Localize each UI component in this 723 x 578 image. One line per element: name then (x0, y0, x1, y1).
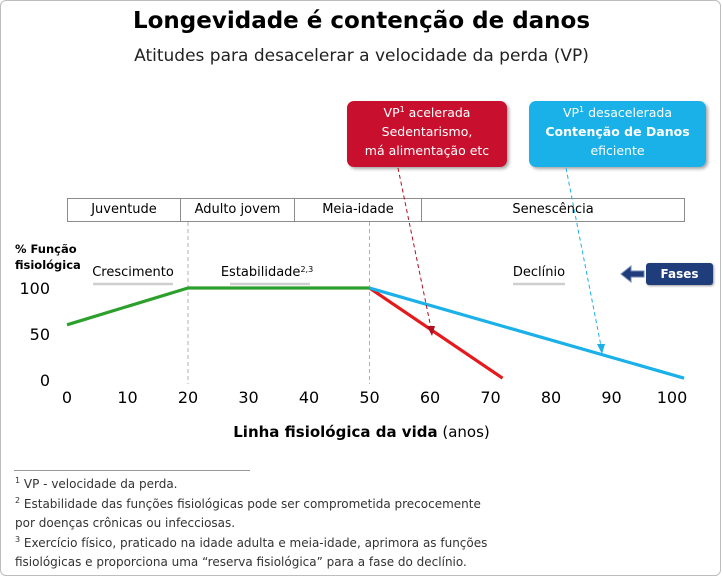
page-title: Longevidade é contenção de danos (132, 8, 591, 34)
page-subtitle: Atitudes para desacelerar a velocidade d… (134, 46, 589, 66)
footnote-divider (14, 470, 250, 471)
footnote-3: 3 Exercício físico, praticado na idade a… (15, 534, 705, 554)
y-axis-label-line1: % Função (15, 242, 77, 256)
callout-red-line3: má alimentação etc (364, 143, 490, 158)
footnote-3-cont: fisiológicas e proporciona uma “reserva … (15, 553, 705, 573)
footnote-3-sup: 3 (15, 534, 21, 544)
footnote-2-sup: 2 (15, 495, 21, 505)
x-axis-label-rest: (anos) (437, 423, 490, 441)
footnote-2-text: Estabilidade das funções fisiológicas po… (20, 496, 481, 511)
phase-adulto-jovem: Adulto jovem (181, 199, 295, 221)
callout-blue-line1-suffix: desacelerada (584, 105, 673, 120)
footnote-2: 2 Estabilidade das funções fisiológicas … (15, 495, 705, 515)
x-axis-label: Linha fisiológica da vida (anos) (0, 423, 723, 441)
callout-red-line1-prefix: VP (383, 105, 400, 120)
callout-decelerated-loss: VP1 desacelerada Contenção de Danos efic… (529, 101, 706, 167)
callout-blue-sup: 1 (579, 104, 585, 114)
x-axis-label-bold: Linha fisiológica da vida (233, 423, 438, 441)
footnote-1-text: VP - velocidade da perda. (20, 477, 178, 491)
callout-red-line2: Sedentarismo, (381, 124, 473, 139)
footnote-1-sup: 1 (15, 476, 21, 485)
callout-blue-line2: Contenção de Danos (545, 124, 690, 139)
footnotes: 1 VP - velocidade da perda. 2 Estabilida… (15, 475, 705, 573)
callout-blue-line1-prefix: VP (562, 105, 580, 120)
phase-juventude: Juventude (68, 199, 181, 221)
phases-bar: Juventude Adulto jovem Meia-idade Senesc… (67, 198, 685, 222)
phase-senescencia: Senescência (512, 202, 594, 217)
callout-red-sup: 1 (399, 104, 405, 114)
footnote-3-text: Exercício físico, praticado na idade adu… (20, 535, 488, 550)
footnote-1: 1 VP - velocidade da perda. (15, 475, 705, 495)
y-axis-label-line2: fisiológica (15, 258, 81, 272)
fases-badge: Fases (646, 263, 713, 285)
footnote-2-cont-text: por doenças crônicas ou infecciosas. (15, 516, 236, 530)
callout-blue-line3: eficiente (590, 143, 645, 158)
footnote-3-cont-text: fisiológicas e proporciona uma “reserva … (15, 555, 467, 569)
footnote-2-cont: por doenças crônicas ou infecciosas. (15, 514, 705, 534)
callout-red-line1-suffix: acelerada (404, 105, 471, 120)
y-axis-label: % Função fisiológica (15, 241, 81, 273)
callout-accelerated-loss: VP1 acelerada Sedentarismo, má alimentaç… (347, 101, 507, 167)
arrow-left-icon (620, 264, 645, 284)
phase-meia-idade: Meia-idade (295, 199, 422, 221)
